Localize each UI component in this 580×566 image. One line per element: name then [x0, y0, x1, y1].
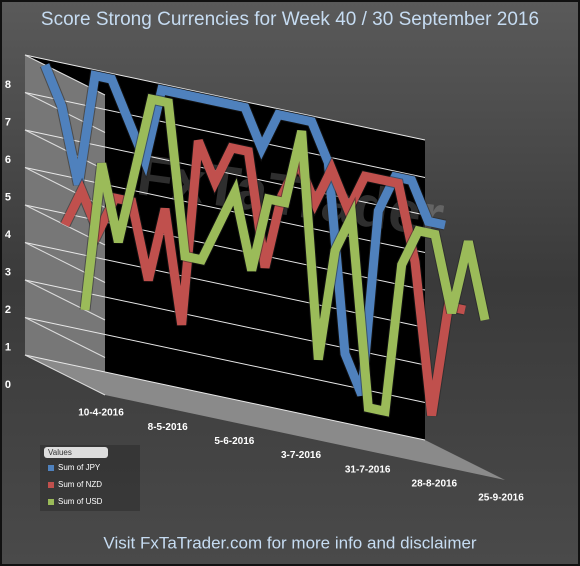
y-tick-label: 1 — [5, 341, 11, 353]
x-tick-label: 28-8-2016 — [412, 478, 458, 489]
grid-line — [24, 54, 426, 141]
legend-label: Sum of JPY — [58, 463, 101, 472]
legend-swatch — [48, 465, 54, 471]
y-tick-label: 3 — [5, 266, 11, 278]
y-tick-label: 2 — [5, 304, 11, 316]
side-grid-line — [24, 167, 106, 208]
legend-title: Values — [48, 448, 72, 457]
side-grid-line — [24, 279, 106, 321]
side-grid-line — [24, 354, 106, 396]
legend-label: Sum of NZD — [58, 480, 102, 489]
legend-swatch — [48, 499, 54, 505]
legend-label: Sum of USD — [58, 497, 103, 506]
series-line — [80, 93, 490, 417]
footer: Visit FxTaTrader.com for more info and d… — [103, 533, 477, 552]
plot-area: 012345678FxTaTrader10-4-20168-5-20165-6-… — [5, 54, 524, 511]
x-tick-label: 31-7-2016 — [345, 464, 391, 475]
y-tick-label: 8 — [5, 79, 11, 91]
x-tick-label: 5-6-2016 — [214, 436, 254, 447]
y-tick-label: 6 — [5, 154, 11, 166]
x-tick-label: 10-4-2016 — [78, 408, 124, 419]
legend-swatch — [48, 482, 54, 488]
legend: Values Sum of JPY Sum of NZD Sum of USD — [40, 445, 140, 511]
x-tick-label: 3-7-2016 — [281, 450, 321, 461]
floor — [25, 355, 505, 480]
x-tick-label: 8-5-2016 — [148, 422, 188, 433]
y-tick-label: 7 — [5, 116, 11, 128]
series-line — [40, 63, 446, 397]
x-tick-label: 25-9-2016 — [478, 493, 524, 504]
grid-line — [24, 354, 426, 441]
legend-header — [44, 447, 108, 458]
chart-title: Score Strong Currencies for Week 40 / 30… — [41, 9, 539, 30]
y-tick-label: 0 — [5, 379, 11, 391]
y-tick-label: 4 — [5, 229, 12, 241]
y-tick-label: 5 — [5, 191, 11, 203]
side-grid-line — [24, 317, 106, 358]
side-grid-line — [24, 129, 106, 171]
